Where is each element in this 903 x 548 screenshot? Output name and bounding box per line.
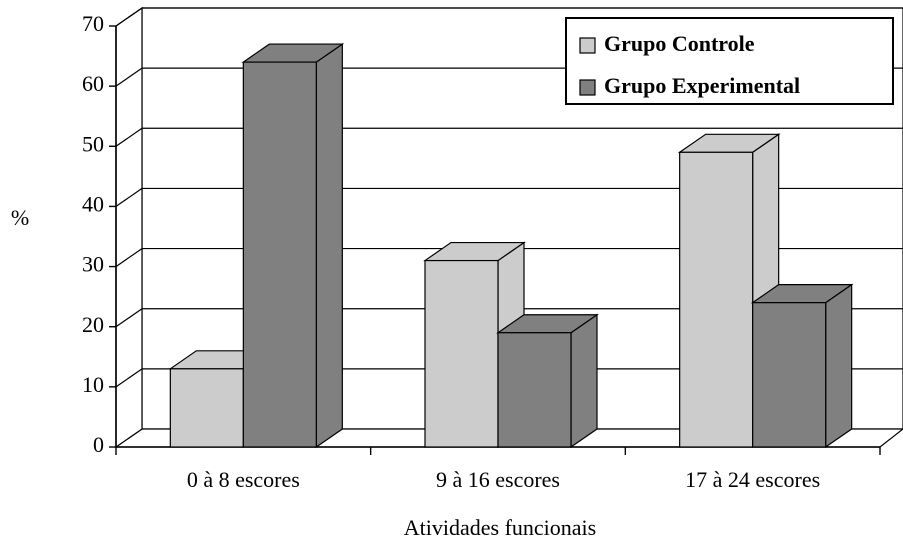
gridline-depth [115, 67, 143, 87]
x-category-label: 0 à 8 escores [187, 467, 300, 492]
bar-front-face [169, 368, 244, 448]
gridline-depth [115, 368, 143, 388]
y-tick-labels: 0 10 20 30 40 50 60 70 [82, 11, 104, 457]
bar-front-face [752, 302, 827, 448]
x-category-label: 9 à 16 escores [436, 467, 560, 492]
y-tick-label: 20 [82, 312, 104, 337]
bar [750, 283, 854, 449]
x-axis-title: Atividades funcionais [404, 515, 596, 540]
bar-front-face [497, 332, 572, 448]
bar-side-face [315, 42, 343, 449]
gridline-depth [115, 308, 143, 328]
legend-swatch [579, 37, 596, 54]
gridline-depth [115, 7, 143, 27]
side-wall [115, 6, 143, 449]
legend: Grupo Controle Grupo Experimental [565, 17, 894, 105]
y-tick-label: 70 [82, 11, 104, 36]
y-tick-label: 0 [93, 432, 104, 457]
legend-label: Grupo Experimental [604, 73, 800, 98]
bar-side-face [570, 313, 598, 449]
bar-front-face [679, 151, 754, 448]
bar [496, 313, 599, 449]
bar-front-face [242, 61, 317, 448]
x-category-label: 17 à 24 escores [685, 467, 820, 492]
y-tick-label: 40 [82, 191, 104, 216]
y-axis-title: % [11, 205, 29, 230]
bars [168, 42, 854, 449]
bar-front-face [424, 259, 499, 448]
gridline-depth [115, 127, 143, 147]
bar [241, 42, 345, 449]
y-tick-label: 60 [82, 71, 104, 96]
legend-swatch [579, 79, 596, 96]
y-tick-label: 50 [82, 131, 104, 156]
legend-box [565, 17, 894, 105]
y-tick-label: 30 [82, 252, 104, 277]
gridline-depth [115, 248, 143, 268]
legend-label: Grupo Controle [604, 31, 755, 56]
bar-side-face [825, 283, 853, 449]
x-category-labels: 0 à 8 escores 9 à 16 escores 17 à 24 escor… [187, 467, 820, 492]
gridline-depth [115, 187, 143, 207]
y-tick-label: 10 [82, 372, 104, 397]
